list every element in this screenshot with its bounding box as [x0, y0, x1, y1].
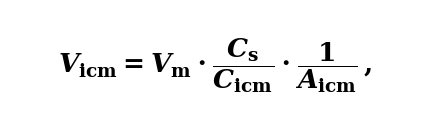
- Text: $\boldsymbol{V_{\mathrm{icm}} = V_{\mathrm{m}} \cdot \dfrac{C_{\mathrm{s}}}{C_{\: $\boldsymbol{V_{\mathrm{icm}} = V_{\math…: [58, 36, 372, 95]
